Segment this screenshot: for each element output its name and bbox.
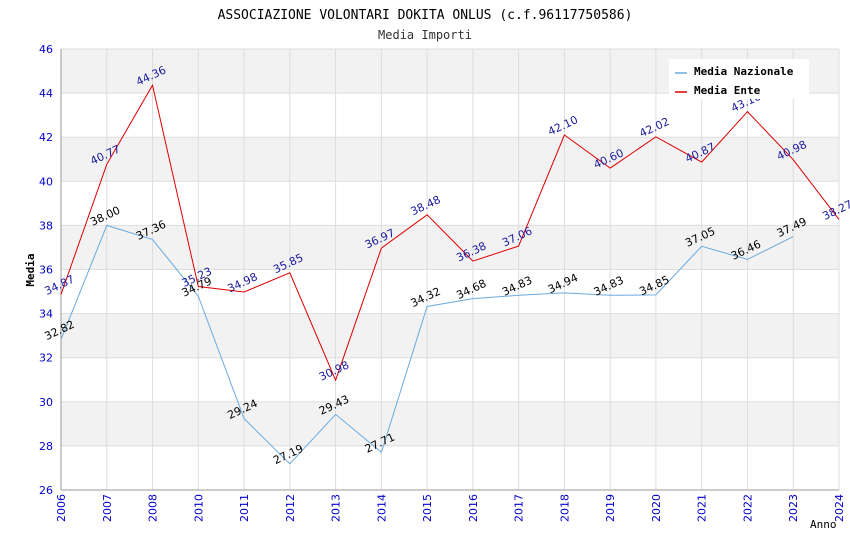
data-label: 38.48 [409,193,443,218]
y-tick-label: 46 [39,43,53,56]
series-lines [60,83,840,465]
y-tick-label: 38 [39,219,53,232]
series-line-ente [60,83,840,382]
x-tick-label: 2008 [147,494,160,522]
legend-label-nazionale: Media Nazionale [694,65,794,78]
x-tick-label: 2018 [558,494,571,522]
x-tick-label: 2019 [604,494,617,522]
y-tick-label: 32 [39,352,53,365]
x-tick-label: 2024 [833,494,846,522]
y-tick-label: 26 [39,484,53,497]
y-tick-label: 30 [39,396,53,409]
y-tick-label: 28 [39,440,53,453]
x-tick-label: 2016 [467,494,480,522]
legend-label-ente: Media Ente [694,84,761,97]
legend: Media Nazionale Media Ente [669,59,809,99]
y-tick-label: 40 [39,175,53,188]
grid-lines [60,48,840,491]
y-axis-label: Media [24,253,37,286]
x-tick-label: 2010 [192,494,205,522]
data-label: 42.10 [546,113,580,138]
x-tick-label: 2012 [284,494,297,522]
x-tick-label: 2020 [650,494,663,522]
x-axis-label: Anno [810,518,837,531]
legend-box [669,59,809,99]
x-tick-label: 2021 [696,494,709,522]
series-line-nazionale [60,224,794,465]
chart-subtitle: Media Importi [378,28,472,42]
y-tick-label: 42 [39,131,53,144]
x-tick-label: 2014 [375,494,388,522]
y-tick-label: 44 [39,87,53,100]
x-tick-label: 2007 [101,494,114,522]
x-tick-label: 2013 [330,494,343,522]
chart-title: ASSOCIAZIONE VOLONTARI DOKITA ONLUS (c.f… [218,8,633,23]
x-tick-label: 2023 [787,494,800,522]
x-tick-label: 2011 [238,494,251,522]
data-label: 42.02 [637,115,671,140]
plot-band [61,225,839,270]
y-tick-labels: 26 28 30 32 34 36 38 40 42 44 46 [39,43,53,497]
plot-band [61,313,839,358]
data-label: 34.32 [409,285,443,310]
plot-band [61,137,839,182]
x-tick-label: 2015 [421,494,434,522]
y-tick-label: 34 [39,308,53,321]
x-tick-label: 2017 [513,494,526,522]
plot-band [61,401,839,446]
x-tick-label: 2022 [741,494,754,522]
axes [60,49,839,491]
x-tick-label: 2006 [55,494,68,522]
data-label: 30.98 [317,358,351,383]
y-tick-label: 36 [39,264,53,277]
plot-background [61,49,839,446]
x-tick-labels: 2006 2007 2008 2010 2011 2012 2013 2014 2015 2016… [55,494,846,522]
